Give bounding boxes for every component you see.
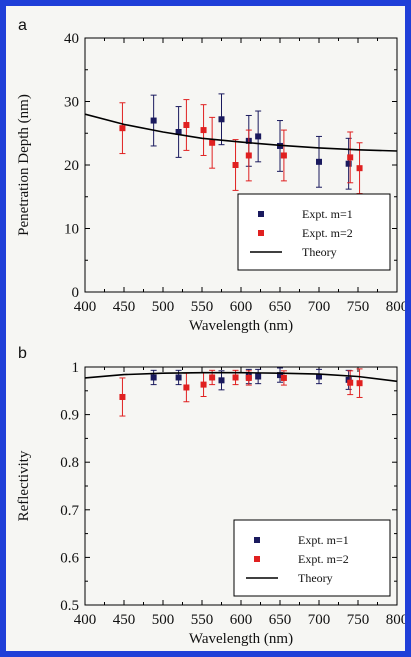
data-point-m1: [150, 374, 157, 381]
data-point-m2: [209, 374, 216, 381]
y-tick-label: 0.9: [60, 408, 79, 424]
data-point-m1: [218, 116, 225, 123]
x-tick-label: 550: [191, 612, 214, 628]
x-tick-label: 450: [113, 299, 136, 315]
legend-marker-m1: [254, 537, 260, 543]
y-tick-label: 0.7: [60, 503, 79, 519]
theory-curve: [85, 113, 397, 152]
data-point-m2: [356, 165, 363, 172]
data-point-m2: [183, 121, 190, 128]
legend-label: Theory: [298, 571, 333, 585]
y-tick-label: 0.6: [60, 550, 79, 566]
data-point-m2: [119, 393, 126, 400]
legend-box: [233, 519, 391, 597]
x-tick-label: 700: [308, 612, 331, 628]
data-point-m1: [277, 372, 283, 379]
legend-marker-m2: [258, 230, 264, 236]
data-point-m1: [218, 377, 225, 384]
x-tick-label: 750: [347, 299, 370, 315]
x-tick-label: 550: [191, 299, 214, 315]
legend: Expt. m=1 Expt. m=2 Theory: [237, 193, 391, 271]
panel-a: a 400 450 500 550 600 650 700 750 800 0 10 20 30 40 Wav…: [16, 17, 405, 334]
y-tick-label: 20: [64, 158, 79, 174]
legend-label: Expt. m=1: [298, 533, 349, 547]
x-tick-label: 600: [230, 612, 253, 628]
legend-marker-m2: [254, 556, 260, 562]
x-tick-label: 650: [269, 612, 292, 628]
y-tick-label: 0: [72, 285, 80, 301]
theory-curve: [85, 371, 397, 383]
data-point-m1: [175, 128, 182, 135]
data-point-m1: [316, 158, 322, 165]
x-axis-title: Wavelength (nm): [189, 631, 293, 647]
data-point-m1: [316, 373, 322, 380]
data-point-m2: [209, 139, 216, 146]
data-point-m2: [280, 374, 287, 381]
y-tick-label: 40: [64, 31, 79, 47]
legend-label: Expt. m=2: [302, 226, 353, 240]
panel-label: b: [18, 345, 27, 362]
data-point-m2: [245, 152, 252, 159]
panel-label: a: [18, 17, 27, 34]
x-tick-label: 400: [74, 299, 97, 315]
data-point-m2: [200, 381, 207, 388]
x-tick-label: 450: [113, 612, 136, 628]
x-tick-label: 650: [269, 299, 292, 315]
data-point-m1: [255, 373, 262, 380]
data-point-m2: [280, 152, 287, 159]
panel-b: b 400 450 500 550 600 650 700 750 800 0.5 0.6 0.7 0.8…: [16, 345, 405, 647]
legend-label: Expt. m=2: [298, 552, 349, 566]
figure-svg: a 400 450 500 550 600 650 700 750 800 0 10 20 30 40 Wav…: [16, 17, 405, 647]
x-tick-label: 750: [347, 612, 370, 628]
data-point-m2: [119, 125, 126, 132]
legend-marker-m1: [258, 211, 264, 217]
data-point-m2: [232, 374, 239, 381]
data-point-m2: [183, 384, 190, 391]
data-point-m1: [255, 133, 262, 140]
data-point-m1: [345, 160, 352, 167]
y-tick-label: 1: [72, 360, 80, 376]
legend-label: Theory: [302, 245, 337, 259]
legend-label: Expt. m=1: [302, 207, 353, 221]
y-axis-title: Penetration Depth (nm): [16, 94, 32, 236]
y-tick-label: 30: [64, 95, 79, 111]
figure-frame: a 400 450 500 550 600 650 700 750 800 0 10 20 30 40 Wav…: [6, 6, 405, 651]
data-point-m2: [356, 380, 363, 387]
x-tick-label: 500: [152, 612, 175, 628]
y-tick-label: 0.8: [60, 455, 79, 471]
x-axis-title: Wavelength (nm): [189, 318, 293, 334]
y-tick-label: 0.5: [60, 598, 79, 614]
legend: Expt. m=1 Expt. m=2 Theory: [233, 519, 391, 597]
data-point-m2: [347, 379, 354, 386]
x-tick-label: 700: [308, 299, 331, 315]
x-tick-label: 800: [386, 612, 405, 628]
x-tick-label: 500: [152, 299, 175, 315]
x-tick-label: 600: [230, 299, 253, 315]
data-point-m2: [200, 127, 207, 134]
y-tick-label: 10: [64, 222, 79, 238]
y-axis-title: Reflectivity: [16, 450, 32, 521]
data-point-m2: [232, 162, 239, 168]
data-point-m2: [245, 374, 252, 381]
x-tick-label: 800: [386, 299, 405, 315]
data-point-m2: [347, 154, 354, 161]
data-point-m1: [150, 117, 157, 124]
data-point-m1: [175, 374, 182, 381]
x-tick-label: 400: [74, 612, 97, 628]
